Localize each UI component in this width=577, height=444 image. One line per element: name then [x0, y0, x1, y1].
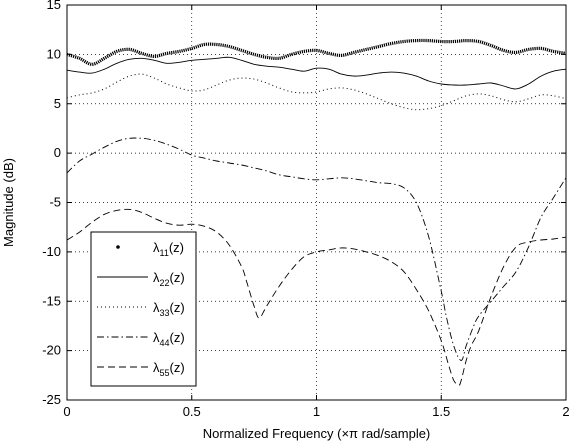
legend-label: λ22(z) [153, 270, 185, 288]
legend: λ11(z) λ22(z) λ33(z) λ44(z) λ55(z) [90, 231, 197, 387]
y-tick-label: 10 [47, 46, 61, 61]
series-line-lambda-33 [66, 73, 567, 111]
legend-label: λ33(z) [153, 300, 185, 318]
y-tick-label: -5 [49, 195, 61, 210]
plot-series [66, 38, 567, 386]
y-tick-label: -25 [42, 392, 61, 407]
x-tick-label: 1.5 [432, 404, 450, 419]
legend-marker [116, 245, 120, 249]
x-tick-label: 1 [313, 404, 320, 419]
y-tick-label: 15 [47, 0, 61, 12]
axis-ticks: 0 0.5 1 1.5 2 -25 -20 -15 -10 -5 0 5 10 15 [42, 0, 569, 419]
series-line-lambda-22 [66, 56, 567, 90]
series-line-lambda-55 [66, 208, 567, 386]
x-tick-label: 0.5 [183, 404, 201, 419]
legend-label: λ44(z) [153, 330, 185, 348]
y-tick-label: -15 [42, 293, 61, 308]
legend-label: λ11(z) [153, 240, 184, 258]
y-tick-label: 5 [54, 96, 61, 111]
legend-box [90, 231, 197, 387]
x-tick-label: 0 [63, 404, 70, 419]
x-axis-label: Normalized Frequency (×π rad/sample) [203, 426, 431, 441]
series-line-lambda-44 [66, 137, 567, 361]
legend-label: λ55(z) [153, 360, 185, 378]
y-axis-label: Magnitude (dB) [1, 158, 16, 247]
y-tick-label: 0 [54, 145, 61, 160]
y-tick-label: -10 [42, 244, 61, 259]
y-tick-label: -20 [42, 343, 61, 358]
series-line-lambda-11 [66, 38, 567, 66]
x-tick-label: 2 [562, 404, 569, 419]
